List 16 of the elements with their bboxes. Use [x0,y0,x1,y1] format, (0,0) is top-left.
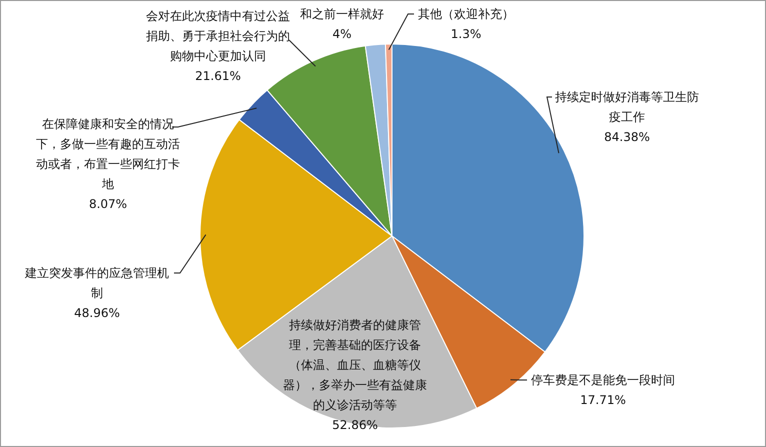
slice-label: 在保障健康和安全的情况下，多做一些有趣的互动活动或者，布置一些网红打卡地 [36,117,180,191]
data-label: 84.38% [604,130,650,144]
slice-label: 停车费是不是能免一段时间 [531,373,675,387]
data-label: 8.07% [88,197,128,211]
data-label: 1.3% [450,27,482,41]
slice-label: 持续做好消费者的健康管理，完善基础的医疗设备（体温、血压、血糖等仪器），多举办一些有益健康的义诊活动等等 [283,318,427,412]
data-label: 17.71% [580,393,626,407]
data-label: 4% [332,27,352,41]
data-label: 52.86% [332,418,378,432]
slice-label: 会对在此次疫情中有过公益捐助、勇于承担社会行为的购物中心更加认同 [146,9,290,63]
slice-label: 和之前一样就好 [300,7,384,21]
slice-label: 持续定时做好消毒等卫生防疫工作 [555,90,699,124]
slice-label: 建立突发事件的应急管理机制 [24,266,169,300]
slice-label: 其他（欢迎补充） [418,7,514,21]
data-label: 21.61% [195,69,241,83]
data-label: 48.96% [74,306,120,320]
